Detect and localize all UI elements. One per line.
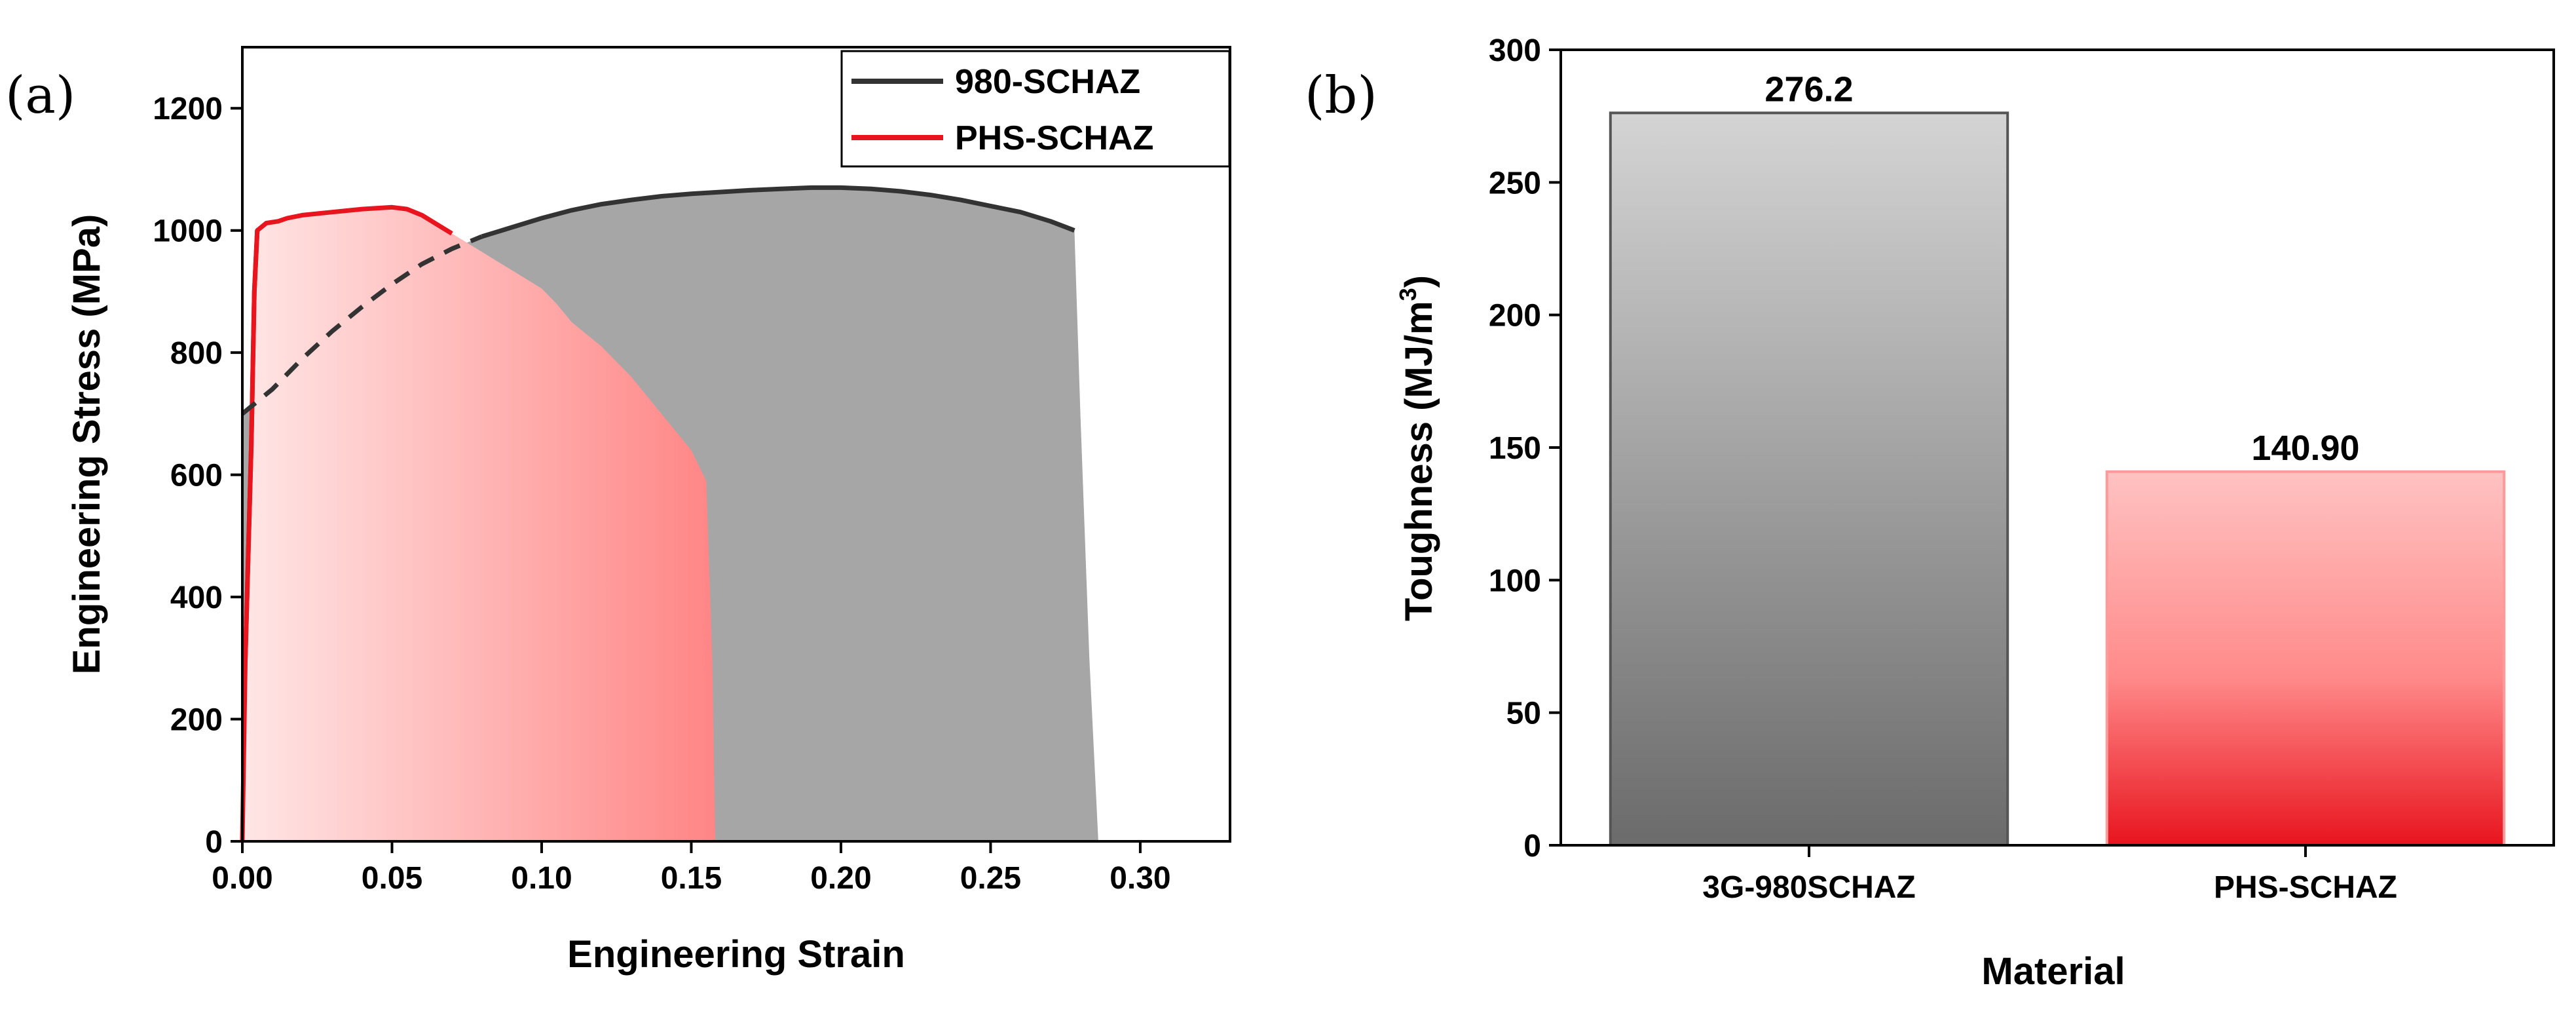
x-tick-label: 0.20 (810, 861, 871, 896)
x-tick-label: 0.00 (212, 861, 272, 896)
panel-b-y-axis-title-suffix: ) (1398, 275, 1440, 288)
y-tick-label: 600 (170, 459, 223, 493)
y-tick-label: 1200 (153, 92, 223, 126)
panel-a-y-axis-title: Engineering Stress (MPa) (65, 214, 108, 675)
panel-a-x-ticks: 0.00 0.05 0.10 0.15 0.20 0.25 0.30 (212, 841, 1171, 896)
panel-b-letter: (b) (1305, 66, 1377, 125)
y-tick-label: 150 (1489, 431, 1541, 466)
panel-b-y-ticks: 0 50 100 150 200 250 300 (1489, 33, 1561, 864)
y-tick-label: 200 (170, 703, 223, 738)
bar-value-label-3g-980schaz: 276.2 (1764, 69, 1853, 109)
area-phs-schaz (242, 207, 715, 841)
panel-a-legend-box (840, 50, 1231, 168)
x-tick-label: PHS-SCHAZ (2214, 870, 2397, 905)
x-tick-label: 0.25 (960, 861, 1021, 896)
panel-b-y-axis-title-superscript: 3 (1394, 288, 1421, 301)
x-tick-label: 3G-980SCHAZ (1702, 870, 1915, 905)
panel-a: (a) 0.00 0.05 0.10 0.15 0.20 0.25 0.30 0 200 400… (5, 46, 1231, 976)
y-tick-label: 300 (1489, 33, 1541, 68)
panel-a-y-ticks: 0 200 400 600 800 1000 1200 (153, 92, 242, 860)
panel-a-x-axis-title: Engineering Strain (567, 933, 905, 976)
panel-b-y-axis-title-main: Toughness (MJ/m (1398, 301, 1440, 621)
bar-3g-980schaz (1609, 111, 2009, 847)
panel-b-bars: 276.2 140.90 (1609, 69, 2506, 847)
y-tick-label: 200 (1489, 299, 1541, 334)
dashed-extension-980-schaz (240, 234, 483, 416)
bar-value-label-phs-schaz: 140.90 (2251, 429, 2359, 468)
panel-a-letter: (a) (5, 66, 75, 125)
y-tick-label: 0 (205, 825, 223, 860)
curve-phs-schaz-elastic (240, 230, 260, 842)
x-tick-label: 0.15 (661, 861, 722, 896)
panel-a-series-layer (240, 185, 1098, 842)
panel-b-x-axis-title: Material (1981, 950, 2125, 993)
panel-a-legend: 980-SCHAZ PHS-SCHAZ (840, 50, 1231, 168)
x-tick-label: 0.05 (362, 861, 422, 896)
bar-phs-schaz (2105, 470, 2506, 847)
y-tick-label: 800 (170, 336, 223, 371)
y-tick-label: 400 (170, 581, 223, 615)
panel-b-x-ticks: 3G-980SCHAZ PHS-SCHAZ (1702, 845, 2397, 905)
y-tick-label: 250 (1489, 166, 1541, 201)
legend-label-phs-schaz: PHS-SCHAZ (955, 119, 1153, 157)
y-tick-label: 50 (1506, 697, 1541, 731)
panel-b-y-axis-title: Toughness (MJ/m3) (1394, 275, 1440, 621)
x-tick-label: 0.10 (511, 861, 572, 896)
y-tick-label: 100 (1489, 564, 1541, 598)
x-tick-label: 0.30 (1110, 861, 1170, 896)
curve-980-schaz (481, 185, 1075, 239)
y-tick-label: 1000 (153, 214, 223, 249)
legend-label-980-schaz: 980-SCHAZ (955, 63, 1140, 101)
panel-b: (b) 276.2 140.90 0 50 100 150 200 250 300 3G-98… (1305, 33, 2555, 993)
y-tick-label: 0 (1523, 829, 1541, 864)
panel-a-plot-frame (241, 46, 1231, 843)
